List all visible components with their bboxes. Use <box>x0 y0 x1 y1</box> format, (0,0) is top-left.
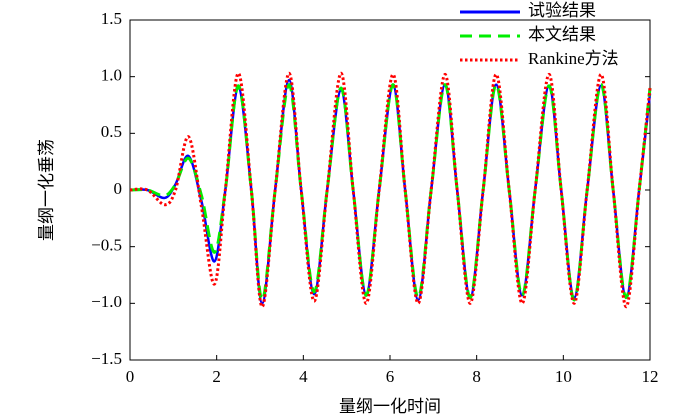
legend-label: Rankine方法 <box>528 49 619 68</box>
x-tick-label: 0 <box>126 367 135 386</box>
x-tick-label: 4 <box>299 367 308 386</box>
series-line <box>129 71 652 309</box>
plot-frame <box>129 19 651 361</box>
x-tick-label: 6 <box>386 367 395 386</box>
y-tick-label: 0.5 <box>101 122 122 141</box>
y-tick-label: −0.5 <box>91 236 122 255</box>
series-line <box>129 83 652 302</box>
x-tick-label: 8 <box>472 367 481 386</box>
x-axis-label: 量纲一化时间 <box>339 397 441 416</box>
y-tick-label: 1.0 <box>101 66 122 85</box>
x-tick-label: 10 <box>555 367 572 386</box>
series-line <box>129 78 652 305</box>
x-tick-label: 12 <box>642 367 659 386</box>
y-tick-label: 0 <box>114 179 123 198</box>
y-tick-label: −1.5 <box>91 349 122 368</box>
y-axis-label: 量纲一化垂荡 <box>37 139 56 241</box>
x-tick-label: 2 <box>212 367 221 386</box>
legend-label: 试验结果 <box>528 1 596 20</box>
y-tick-label: −1.0 <box>91 292 122 311</box>
y-tick-label: 1.5 <box>101 9 122 28</box>
legend-label: 本文结果 <box>528 25 596 44</box>
